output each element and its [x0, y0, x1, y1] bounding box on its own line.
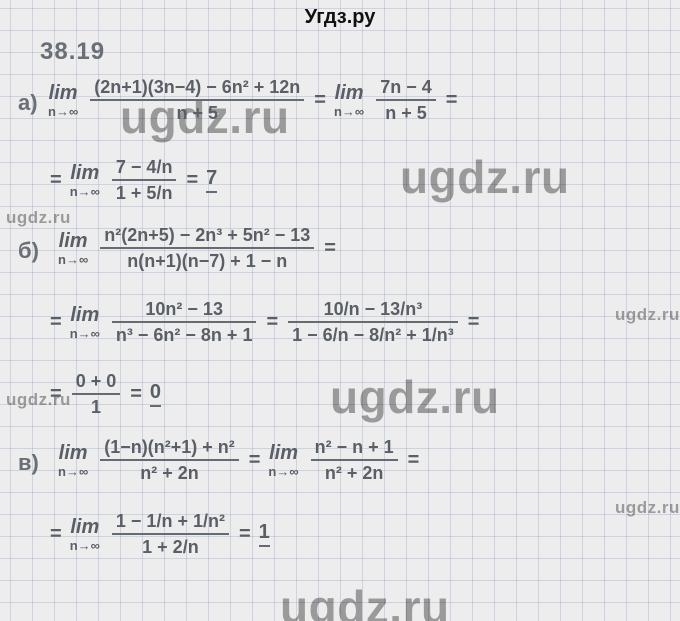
denominator: n² + 2n — [321, 464, 388, 482]
fraction-bar — [376, 99, 436, 101]
denominator: n³ − 6n² − 8n + 1 — [112, 326, 257, 344]
page-root: Угдз.ру ugdz.ru ugdz.ru ugdz.ru ugdz.ru … — [0, 0, 680, 621]
equals: = — [48, 523, 64, 546]
fraction: (1−n)(n²+1) + n² n² + 2n — [100, 438, 239, 482]
part-c-answer: 1 — [259, 521, 270, 547]
lim-sub: n→∞ — [70, 327, 100, 340]
fraction: 7n − 4 n + 5 — [376, 78, 436, 122]
numerator: n² − n + 1 — [311, 438, 398, 456]
equals: = — [48, 311, 64, 334]
numerator: (2n+1)(3n−4) − 6n² + 12n — [90, 78, 304, 96]
numerator: 1 − 1/n + 1/n² — [112, 512, 229, 530]
part-b-label: б) — [18, 238, 39, 264]
lim-symbol: lim n→∞ — [334, 83, 364, 118]
lim-text: lim — [70, 517, 99, 537]
denominator: n(n+1)(n−7) + 1 − n — [123, 252, 291, 270]
lim-symbol: lim n→∞ — [58, 231, 88, 266]
fraction-bar — [100, 247, 314, 249]
fraction-bar — [112, 321, 257, 323]
fraction: (2n+1)(3n−4) − 6n² + 12n n + 5 — [90, 78, 304, 122]
lim-sub: n→∞ — [70, 539, 100, 552]
lim-symbol: lim n→∞ — [58, 443, 88, 478]
part-c-label: в) — [18, 450, 39, 476]
fraction: n² − n + 1 n² + 2n — [311, 438, 398, 482]
part-a-answer: 7 — [206, 167, 217, 193]
fraction: 0 + 0 1 — [72, 372, 121, 416]
numerator: 10/n − 13/n³ — [320, 300, 427, 318]
part-b-line2: = lim n→∞ 10n² − 13 n³ − 6n² − 8n + 1 = … — [48, 300, 481, 344]
denominator: 1 + 5/n — [112, 184, 177, 202]
fraction-bar — [90, 99, 304, 101]
lim-sub: n→∞ — [58, 253, 88, 266]
lim-text: lim — [59, 231, 88, 251]
equals: = — [264, 311, 280, 334]
part-b-answer: 0 — [150, 381, 161, 407]
equals: = — [128, 383, 144, 406]
denominator: n² + 2n — [136, 464, 203, 482]
lim-symbol: lim n→∞ — [70, 305, 100, 340]
site-header: Угдз.ру — [0, 6, 680, 29]
part-c-line1: lim n→∞ (1−n)(n²+1) + n² n² + 2n = lim n… — [58, 438, 421, 482]
denominator: n + 5 — [172, 104, 222, 122]
equals: = — [48, 169, 64, 192]
lim-text: lim — [269, 443, 298, 463]
numerator: n²(2n+5) − 2n³ + 5n² − 13 — [100, 226, 314, 244]
part-b-line3: = 0 + 0 1 = 0 — [48, 372, 161, 416]
denominator: 1 + 2/n — [138, 538, 203, 556]
equals: = — [184, 169, 200, 192]
lim-text: lim — [335, 83, 364, 103]
part-a-label: a) — [18, 90, 38, 116]
lim-sub: n→∞ — [48, 105, 78, 118]
lim-symbol: lim n→∞ — [268, 443, 298, 478]
equals: = — [406, 449, 422, 472]
part-a-line2: = lim n→∞ 7 − 4/n 1 + 5/n = 7 — [48, 158, 217, 202]
lim-text: lim — [59, 443, 88, 463]
fraction-bar — [311, 459, 398, 461]
lim-text: lim — [70, 305, 99, 325]
problem-number: 38.19 — [40, 38, 105, 66]
fraction: 7 − 4/n 1 + 5/n — [112, 158, 177, 202]
equals: = — [444, 89, 460, 112]
fraction: 10n² − 13 n³ − 6n² − 8n + 1 — [112, 300, 257, 344]
numerator: 0 + 0 — [72, 372, 121, 390]
fraction: 10/n − 13/n³ 1 − 6/n − 8/n² + 1/n³ — [288, 300, 458, 344]
numerator: (1−n)(n²+1) + n² — [100, 438, 239, 456]
lim-sub: n→∞ — [268, 465, 298, 478]
equals: = — [237, 523, 253, 546]
fraction: 1 − 1/n + 1/n² 1 + 2/n — [112, 512, 229, 556]
denominator: n + 5 — [381, 104, 431, 122]
equals: = — [48, 383, 64, 406]
lim-sub: n→∞ — [58, 465, 88, 478]
numerator: 7 − 4/n — [112, 158, 177, 176]
lim-symbol: lim n→∞ — [70, 517, 100, 552]
denominator: 1 — [87, 398, 105, 416]
fraction-bar — [72, 393, 121, 395]
fraction-bar — [112, 179, 177, 181]
numerator: 7n − 4 — [376, 78, 436, 96]
equals: = — [466, 311, 482, 334]
equals: = — [247, 449, 263, 472]
fraction-bar — [100, 459, 239, 461]
equals: = — [322, 237, 338, 260]
part-a-line1: lim n→∞ (2n+1)(3n−4) − 6n² + 12n n + 5 =… — [48, 78, 459, 122]
part-b-line1: lim n→∞ n²(2n+5) − 2n³ + 5n² − 13 n(n+1)… — [58, 226, 338, 270]
numerator: 10n² − 13 — [141, 300, 227, 318]
fraction-bar — [112, 533, 229, 535]
lim-symbol: lim n→∞ — [48, 83, 78, 118]
lim-sub: n→∞ — [334, 105, 364, 118]
lim-text: lim — [70, 163, 99, 183]
lim-symbol: lim n→∞ — [70, 163, 100, 198]
part-c-line2: = lim n→∞ 1 − 1/n + 1/n² 1 + 2/n = 1 — [48, 512, 270, 556]
lim-sub: n→∞ — [70, 185, 100, 198]
fraction-bar — [288, 321, 458, 323]
denominator: 1 − 6/n − 8/n² + 1/n³ — [288, 326, 458, 344]
lim-text: lim — [49, 83, 78, 103]
equals: = — [312, 89, 328, 112]
fraction: n²(2n+5) − 2n³ + 5n² − 13 n(n+1)(n−7) + … — [100, 226, 314, 270]
